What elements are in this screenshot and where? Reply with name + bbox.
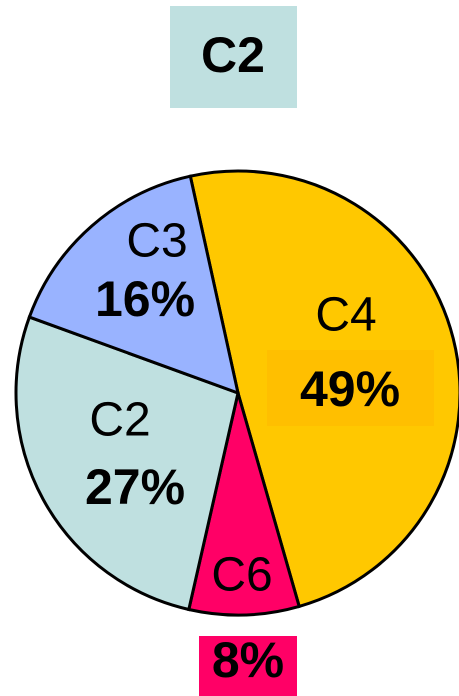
slice-label: C3 [126,215,187,268]
value-label-box [267,350,434,426]
pie-slice [14,315,240,612]
value-label: 49% [300,361,400,417]
value-label: 16% [95,271,195,327]
value-label: 8% [212,632,284,688]
pie-slice [187,392,302,617]
slice-label: C6 [211,549,272,602]
chart-title: C2 [201,27,265,83]
value-label: 27% [85,459,185,515]
pie-slice [27,174,241,396]
slice-label: C2 [89,394,150,447]
title-box [170,6,297,108]
value-label-box [199,636,297,696]
slice-label: C4 [315,289,376,342]
